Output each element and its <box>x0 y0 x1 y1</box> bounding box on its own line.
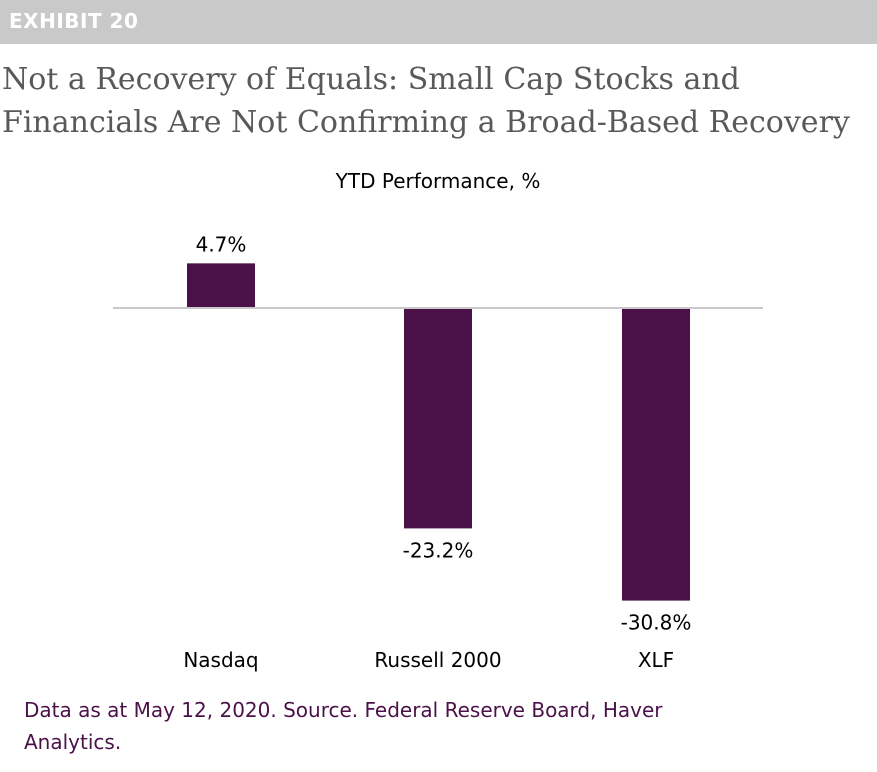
bars-group <box>187 263 690 601</box>
chart-title: YTD Performance, % <box>335 169 541 193</box>
bar-nasdaq <box>187 263 255 308</box>
chart-heading-line-1: Not a Recovery of Equals: Small Cap Stoc… <box>2 62 740 97</box>
category-label-xlf: XLF <box>638 648 674 672</box>
exhibit-header-bar: EXHIBIT 20 <box>0 0 877 44</box>
category-label-russell-2000: Russell 2000 <box>374 648 501 672</box>
data-label-xlf: -30.8% <box>621 611 692 635</box>
bar-russell-2000 <box>404 308 472 529</box>
category-labels-group: Nasdaq Russell 2000 XLF <box>183 648 674 672</box>
chart-heading-line-2: Financials Are Not Confirming a Broad-Ba… <box>2 105 850 140</box>
category-label-nasdaq: Nasdaq <box>183 648 258 672</box>
footnote-line-1: Data as at May 12, 2020. Source. Federal… <box>24 698 663 722</box>
bar-chart: YTD Performance, % 4.7% -23.2% -30.8% Nasd… <box>113 169 763 672</box>
exhibit-label: EXHIBIT 20 <box>9 9 139 33</box>
footnote: Data as at May 12, 2020. Source. Federal… <box>24 694 844 758</box>
data-label-nasdaq: 4.7% <box>196 232 247 256</box>
chart-heading: Not a Recovery of Equals: Small Cap Stoc… <box>2 58 872 144</box>
bar-xlf <box>622 308 690 601</box>
data-labels-group: 4.7% -23.2% -30.8% <box>196 232 692 634</box>
data-label-russell-2000: -23.2% <box>403 538 474 562</box>
footnote-line-2: Analytics. <box>24 730 122 754</box>
